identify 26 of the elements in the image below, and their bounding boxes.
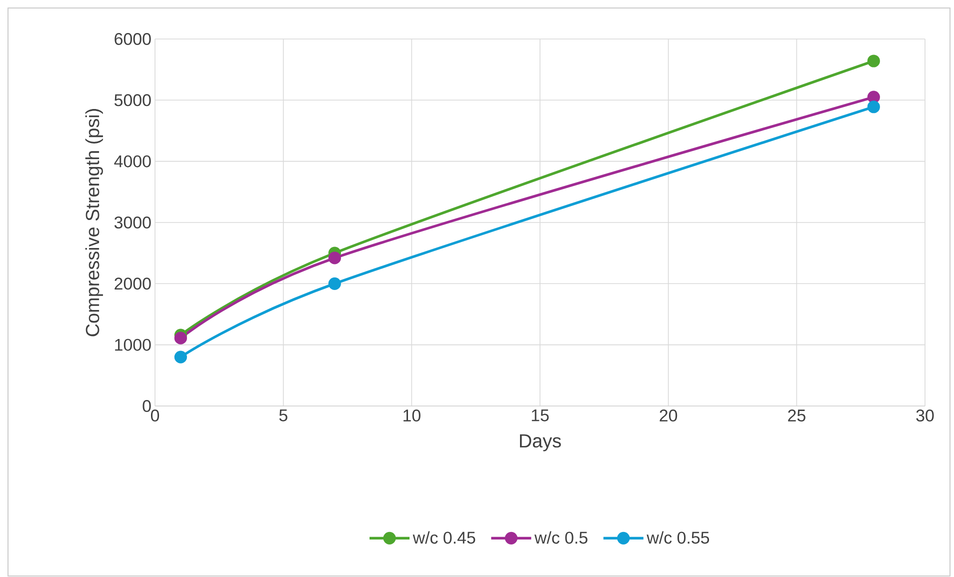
x-axis-title: Days — [520, 434, 561, 452]
point — [867, 100, 880, 114]
y-tick-label: 5000 — [114, 94, 151, 106]
x-tick-label: 30 — [916, 410, 934, 422]
y-tick-label: 1000 — [115, 338, 151, 351]
point — [328, 252, 341, 264]
point — [174, 350, 187, 364]
y-tick-label: 4000 — [114, 155, 151, 168]
point — [174, 332, 187, 344]
point — [328, 277, 341, 290]
x-tick-label: 25 — [788, 410, 806, 422]
x-tick-label: 20 — [660, 410, 678, 422]
legend-label: w/c 0.55 — [646, 531, 710, 544]
y-tick-label: 2000 — [114, 278, 151, 290]
x-tick-label: 15 — [532, 410, 549, 422]
x-tick-label: 5 — [279, 410, 288, 422]
point — [867, 54, 880, 68]
legend-label: w/c 0.5 — [534, 531, 588, 544]
x-tick-label: 10 — [404, 410, 420, 422]
y-tick-label: 3000 — [114, 216, 151, 228]
legend-label: w/c 0.45 — [412, 531, 476, 544]
y-tick-label: 6000 — [114, 32, 151, 45]
y-tick-label: 0 — [142, 400, 151, 412]
x-tick-label: 0 — [150, 410, 160, 422]
y-axis-title: Compressive Strength (psi) — [85, 109, 103, 336]
point — [867, 90, 880, 104]
